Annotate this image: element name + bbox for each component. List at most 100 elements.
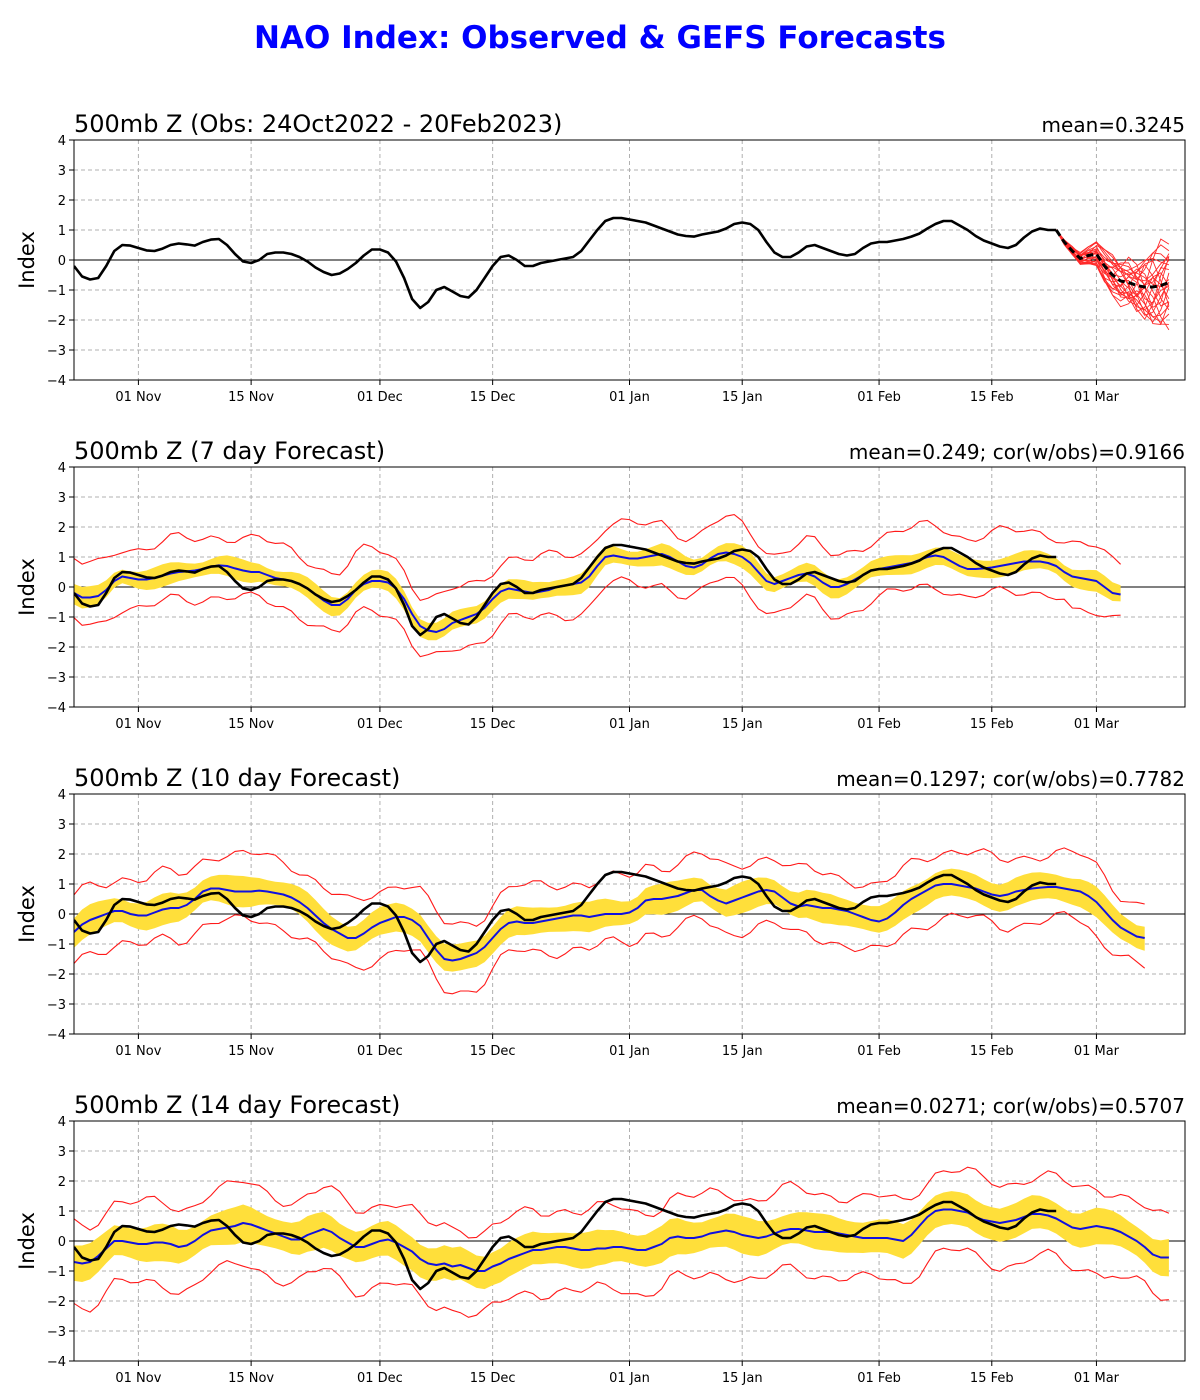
panel-stat: mean=0.0271; cor(w/obs)=0.5707 xyxy=(836,1094,1185,1118)
ensemble-member-line xyxy=(1055,229,1170,281)
y-tick-label: 2 xyxy=(58,194,66,209)
observed-line xyxy=(74,1197,1057,1291)
panel-title: 500mb Z (14 day Forecast) xyxy=(74,1091,400,1119)
plot-frame xyxy=(73,793,1186,1035)
x-tick-label: 01 Dec xyxy=(357,1371,403,1386)
x-tick-label: 15 Jan xyxy=(722,390,763,405)
y-tick-label: 4 xyxy=(58,1115,66,1130)
observed-line xyxy=(74,870,1057,964)
x-tick-label: 15 Nov xyxy=(228,1371,274,1386)
ensemble-member-line xyxy=(1055,229,1170,313)
spread-band xyxy=(74,868,1145,972)
plot-frame xyxy=(73,139,1186,381)
y-tick-label: 1 xyxy=(58,224,66,239)
x-tick-label: 15 Jan xyxy=(722,1044,763,1059)
x-tick-label: 15 Nov xyxy=(228,1044,274,1059)
x-tick-label: 15 Nov xyxy=(228,717,274,732)
x-tick-label: 15 Dec xyxy=(470,1044,516,1059)
y-tick-label: −3 xyxy=(47,998,66,1013)
ensemble-member-line xyxy=(1055,229,1170,311)
panel-title: 500mb Z (7 day Forecast) xyxy=(74,437,385,465)
y-tick-label: −2 xyxy=(47,314,66,329)
panel-stat: mean=0.1297; cor(w/obs)=0.7782 xyxy=(836,767,1185,791)
plot-area xyxy=(74,514,1121,658)
y-tick-label: 3 xyxy=(58,818,66,833)
y-tick-label: 0 xyxy=(58,908,66,923)
y-tick-label: 4 xyxy=(58,134,66,149)
y-tick-label: 3 xyxy=(58,1145,66,1160)
page-title: NAO Index: Observed & GEFS Forecasts xyxy=(254,20,946,56)
ensemble-member-line xyxy=(1055,229,1170,325)
x-tick-label: 15 Jan xyxy=(722,1371,763,1386)
plot-area xyxy=(74,847,1146,995)
y-tick-label: 1 xyxy=(58,878,66,893)
y-tick-label: 3 xyxy=(58,491,66,506)
y-tick-label: −1 xyxy=(47,1265,66,1280)
y-tick-label: 0 xyxy=(58,581,66,596)
y-tick-label: −1 xyxy=(47,611,66,626)
panel-title: 500mb Z (10 day Forecast) xyxy=(74,764,400,792)
x-tick-label: 01 Mar xyxy=(1074,390,1120,405)
x-tick-label: 01 Mar xyxy=(1074,1371,1120,1386)
x-tick-label: 01 Jan xyxy=(609,1371,650,1386)
x-tick-label: 01 Nov xyxy=(115,390,161,405)
y-tick-label: 2 xyxy=(58,521,66,536)
panel-stat: mean=0.3245 xyxy=(1042,113,1185,137)
x-tick-label: 01 Nov xyxy=(115,1371,161,1386)
observed-line xyxy=(74,543,1057,637)
ensemble-min-line xyxy=(74,911,1146,995)
y-tick-label: 4 xyxy=(58,461,66,476)
ensemble-min-line xyxy=(74,576,1121,658)
y-tick-label: 0 xyxy=(58,254,66,269)
panel-3: 500mb Z (10 day Forecast) mean=0.1297; co… xyxy=(15,764,1186,1059)
x-tick-label: 01 Nov xyxy=(115,717,161,732)
x-tick-label: 15 Nov xyxy=(228,390,274,405)
x-tick-label: 01 Mar xyxy=(1074,1044,1120,1059)
y-tick-label: −4 xyxy=(47,374,66,389)
x-tick-label: 15 Dec xyxy=(470,717,516,732)
ensemble-member-line xyxy=(1055,229,1170,323)
x-tick-label: 01 Dec xyxy=(357,390,403,405)
plot-frame xyxy=(73,1120,1186,1362)
y-tick-label: 2 xyxy=(58,848,66,863)
plot-area xyxy=(74,216,1170,331)
x-tick-label: 01 Feb xyxy=(857,1371,901,1386)
y-axis-label: Index xyxy=(15,1212,39,1270)
y-axis-label: Index xyxy=(15,885,39,943)
y-tick-label: −3 xyxy=(47,344,66,359)
x-tick-label: 15 Dec xyxy=(470,1371,516,1386)
y-tick-label: 3 xyxy=(58,164,66,179)
y-axis-label: Index xyxy=(15,558,39,616)
x-tick-label: 01 Jan xyxy=(609,717,650,732)
y-tick-label: −3 xyxy=(47,1325,66,1340)
panel-4: 500mb Z (14 day Forecast) mean=0.0271; co… xyxy=(15,1091,1186,1386)
panel-1: 500mb Z (Obs: 24Oct2022 - 20Feb2023) mean… xyxy=(15,110,1186,405)
y-tick-label: 2 xyxy=(58,1175,66,1190)
x-tick-label: 01 Feb xyxy=(857,1044,901,1059)
ensemble-min-line xyxy=(74,1247,1169,1318)
panel-stat: mean=0.249; cor(w/obs)=0.9166 xyxy=(849,440,1185,464)
ensemble-member-line xyxy=(1055,229,1169,325)
x-tick-label: 15 Feb xyxy=(970,1044,1014,1059)
x-tick-label: 15 Feb xyxy=(970,1371,1014,1386)
y-tick-label: 1 xyxy=(58,1205,66,1220)
plot-area xyxy=(74,1166,1170,1318)
x-tick-label: 01 Jan xyxy=(609,390,650,405)
y-tick-label: 1 xyxy=(58,551,66,566)
ensemble-max-line xyxy=(74,1166,1170,1239)
y-tick-label: −4 xyxy=(47,1028,66,1043)
ensemble-mean-line xyxy=(74,883,1145,962)
forecast-mean-dashed-line xyxy=(1054,229,1170,289)
x-tick-label: 01 Dec xyxy=(357,717,403,732)
ensemble-mean-line xyxy=(74,1208,1169,1272)
x-tick-label: 15 Feb xyxy=(970,390,1014,405)
spread-band xyxy=(74,543,1121,641)
y-tick-label: −4 xyxy=(47,1355,66,1370)
ensemble-max-line xyxy=(74,514,1121,602)
y-tick-label: 4 xyxy=(58,788,66,803)
plot-frame xyxy=(73,466,1186,708)
x-tick-label: 01 Dec xyxy=(357,1044,403,1059)
x-tick-label: 01 Feb xyxy=(857,717,901,732)
x-tick-label: 15 Jan xyxy=(722,717,763,732)
